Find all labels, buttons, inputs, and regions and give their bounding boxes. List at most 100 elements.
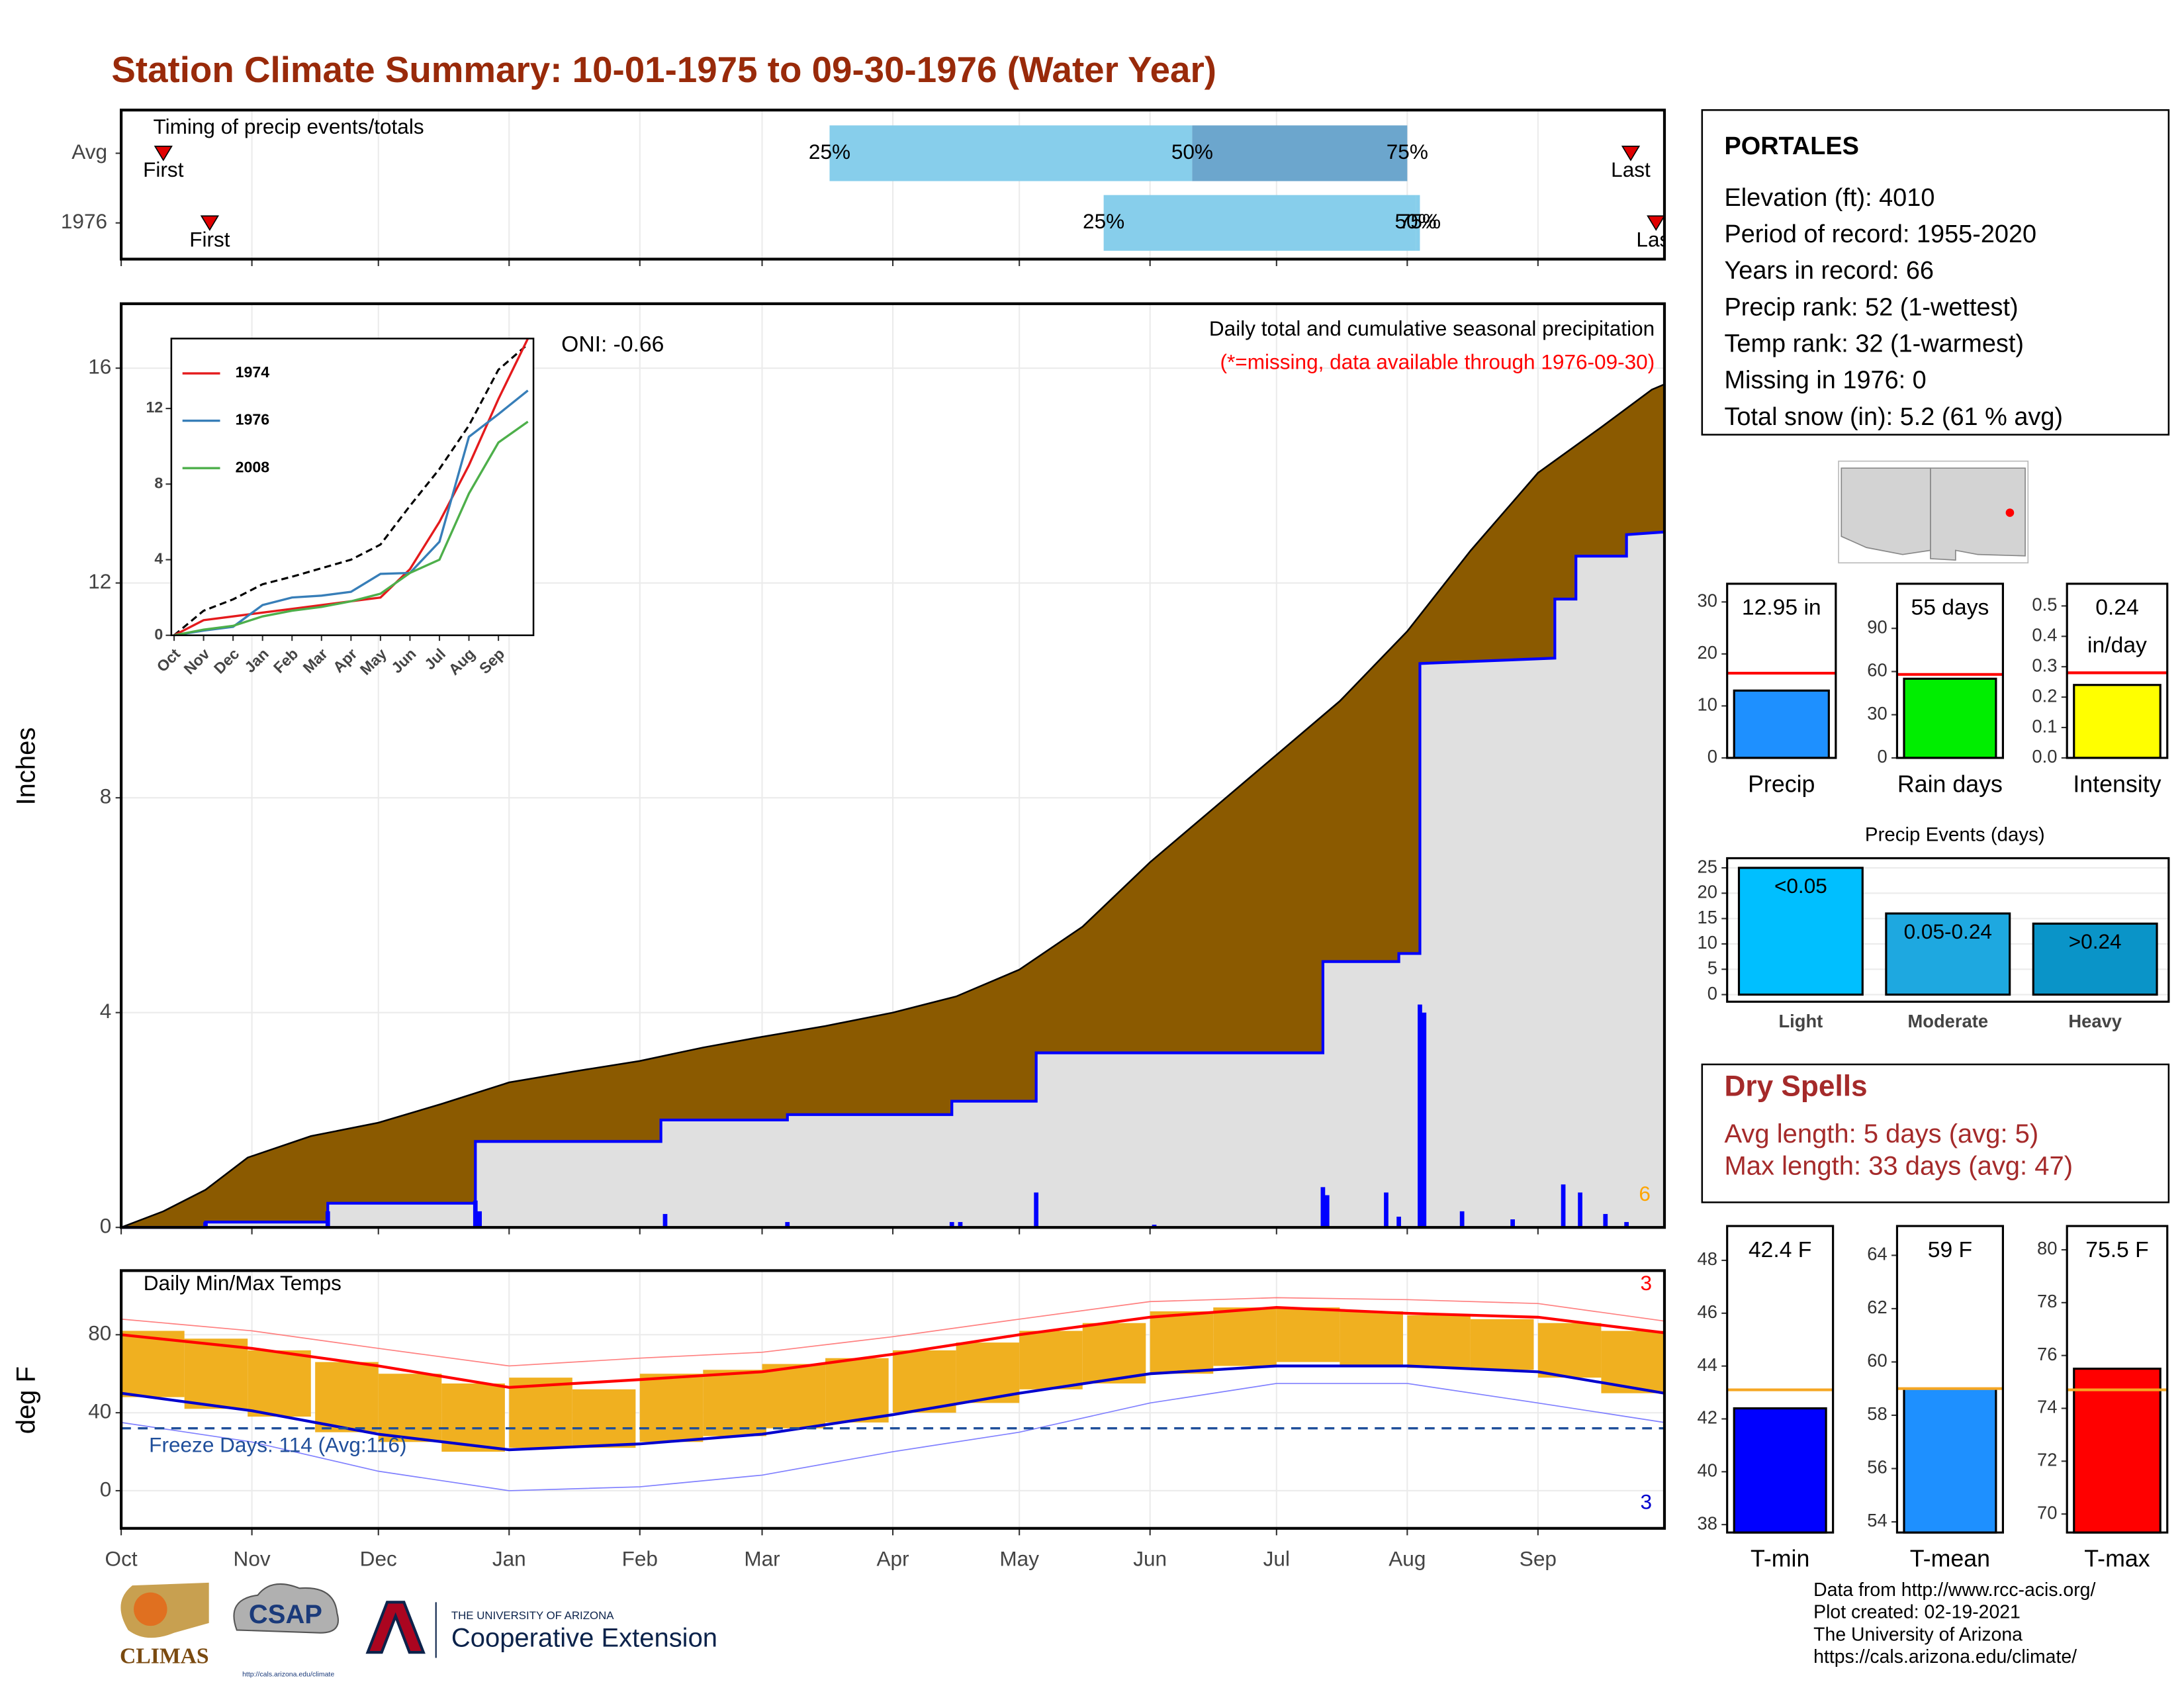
plot-frame <box>2066 1225 2169 1534</box>
low-count: 3 <box>1640 1489 1652 1513</box>
y-tick-label: 40 <box>88 1399 111 1423</box>
plot-frame <box>119 302 1666 1229</box>
x-tick-label: Aug <box>1388 1547 1426 1571</box>
avg-cumulative-area <box>121 384 1664 1228</box>
y-tick-label: 58 <box>1867 1403 1887 1424</box>
y-tick-label: 12 <box>88 569 111 593</box>
csap-logo: CSAP <box>249 1600 322 1629</box>
quartile-label: 50% <box>1171 140 1213 164</box>
daily-precip-bar <box>1418 1004 1422 1228</box>
y-tick-label: 10 <box>1698 932 1717 953</box>
missing-note: (*=missing, data available through 1976-… <box>1220 350 1655 374</box>
oni-label: ONI: -0.66 <box>561 332 664 357</box>
quartile-bar <box>1103 195 1416 251</box>
summary-bar <box>1733 689 1830 759</box>
daily-precip-bar <box>1320 1187 1326 1228</box>
cumulative-line <box>121 530 1665 1229</box>
y-tick-label: 40 <box>1698 1460 1717 1481</box>
station-line: Missing in 1976: 0 <box>1724 367 1926 395</box>
station-box <box>1701 109 2170 436</box>
avg-max-line <box>120 1306 1665 1389</box>
daily-temp-bar <box>825 1358 889 1423</box>
y-tick-label: 10 <box>1698 694 1717 715</box>
y-tick-label: 25 <box>1698 856 1717 876</box>
daily-temp-bar <box>956 1342 1020 1403</box>
ua-logo <box>365 1601 426 1654</box>
category-label: Precip <box>1748 771 1815 797</box>
daily-precip-bar <box>325 1211 330 1228</box>
x-tick-label: May <box>999 1547 1039 1571</box>
y-tick-label: 44 <box>1698 1354 1717 1375</box>
y-tick-label: 5 <box>1707 957 1717 978</box>
x-tick-label: Jun <box>1133 1547 1167 1571</box>
y-tick-label: 38 <box>1698 1513 1717 1533</box>
daily-temp-bar <box>703 1370 766 1436</box>
daily-temp-bar <box>1150 1311 1214 1374</box>
freeze-label: Freeze Days: 114 (Avg:116) <box>149 1432 406 1456</box>
daily-temp-bar <box>1082 1323 1146 1383</box>
station-lines: Elevation (ft): 4010 Period of record: 19… <box>1724 184 2063 431</box>
daily-temp-bar <box>121 1331 185 1397</box>
event-marker <box>154 146 173 162</box>
panel-title: Timing of precip events/totals <box>154 115 424 138</box>
csap-cloud <box>233 1583 339 1634</box>
plot-frame <box>119 1269 1666 1530</box>
range-label: 0.05-0.24 <box>1904 919 1992 943</box>
y-tick-label: 72 <box>2037 1450 2057 1470</box>
x-tick-label: Apr <box>876 1547 909 1571</box>
event-label: First <box>189 227 230 251</box>
summary-bar <box>2073 1368 2161 1534</box>
record-high-line <box>121 1297 1665 1367</box>
station-line: Temp rank: 32 (1-warmest) <box>1724 330 2024 358</box>
y-tick-label: 70 <box>2037 1502 2057 1523</box>
plot-frame <box>1895 583 2004 759</box>
dry-spell-line: Max length: 33 days (avg: 47) <box>1724 1151 2073 1180</box>
y-tick-label: 0.4 <box>2032 625 2057 645</box>
footer-line: Data from http://www.rcc-acis.org/ <box>1813 1579 2095 1601</box>
legend-label: 1974 <box>236 363 270 381</box>
y-tick-label: 8 <box>100 784 112 808</box>
climas-logo: CLIMAS <box>120 1644 209 1668</box>
footer-line: https://cals.arizona.edu/climate/ <box>1813 1646 2077 1667</box>
y-tick-label: 60 <box>1867 660 1887 680</box>
daily-precip-bar <box>1624 1222 1629 1228</box>
y-tick-label: 30 <box>1867 703 1887 724</box>
y-tick-label: 15 <box>1698 907 1717 927</box>
quartile-bar <box>829 125 1193 181</box>
logos: CLIMAS CSAP http://cals.arizona.edu/clim… <box>120 1582 717 1679</box>
footer: Data from http://www.rcc-acis.org/Plot c… <box>1813 1579 2095 1667</box>
daily-temp-bar <box>378 1374 442 1442</box>
y-tick-label: 80 <box>88 1321 111 1345</box>
y-tick-label: 48 <box>1698 1248 1717 1269</box>
x-tick-label: Oct <box>105 1547 138 1571</box>
daily-temp-bar <box>1470 1319 1534 1370</box>
y-tick-label: 0 <box>1707 983 1717 1004</box>
y-tick-label: 0 <box>154 626 163 643</box>
station-line: Total snow (in): 5.2 (61 % avg) <box>1724 403 2063 431</box>
daily-temp-bar <box>1407 1315 1471 1368</box>
daily-temp-bar <box>184 1338 248 1409</box>
x-tick-label: Jul <box>1263 1547 1290 1571</box>
row-label: 1976 <box>61 209 107 233</box>
daily-temp-bar <box>639 1374 704 1442</box>
x-tick-label: Sep <box>1520 1547 1557 1571</box>
event-marker <box>200 215 220 231</box>
station-line: Period of record: 1955-2020 <box>1724 220 2036 248</box>
plot-frame <box>170 338 535 636</box>
quartile-label: 75% <box>1399 209 1441 233</box>
value-label: 0.24 <box>2095 596 2139 620</box>
event-bar <box>1737 867 1864 996</box>
daily-temp-bar <box>1019 1331 1083 1389</box>
y-tick-label: 0.1 <box>2032 716 2057 736</box>
summary-bar <box>1903 1387 1997 1534</box>
footer-line: The University of Arizona <box>1813 1624 2023 1645</box>
y-tick-label: 54 <box>1867 1510 1887 1530</box>
panel-title: Daily Min/Max Temps <box>144 1271 341 1295</box>
quartile-label: 75% <box>1387 140 1428 164</box>
plot-frame <box>119 109 1666 261</box>
high-count: 3 <box>1640 1271 1652 1295</box>
value-label: 55 days <box>1911 596 1989 620</box>
daily-precip-bar <box>1603 1213 1608 1228</box>
y-tick-label: 78 <box>2037 1291 2057 1311</box>
count-label: 6 <box>1639 1182 1651 1205</box>
